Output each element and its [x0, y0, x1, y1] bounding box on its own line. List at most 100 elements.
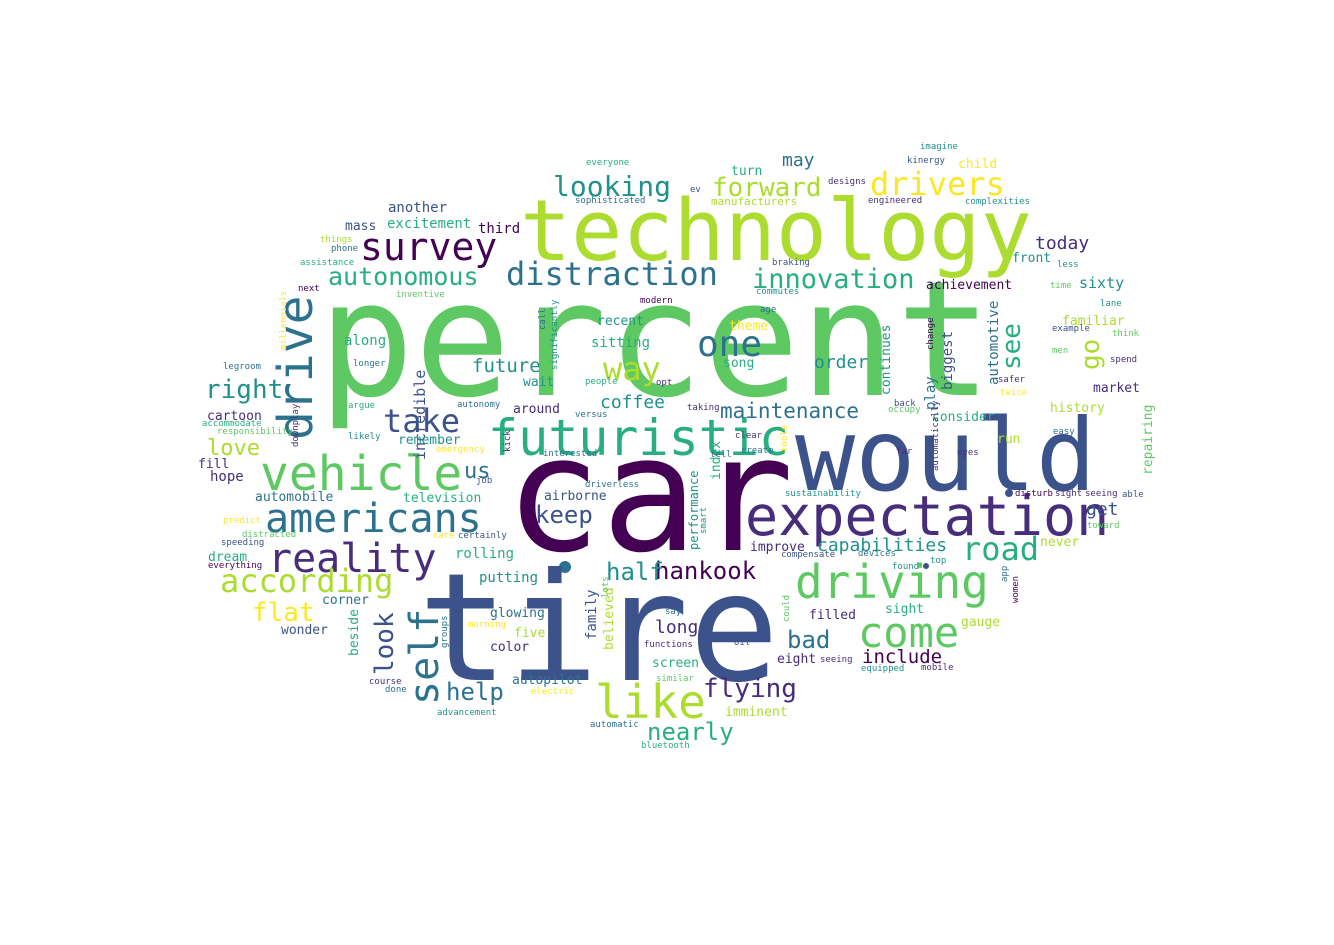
word-go: go: [1076, 339, 1106, 370]
word-inventive: inventive: [396, 290, 445, 300]
word-forward: forward: [712, 173, 822, 203]
word-certainly: certainly: [458, 531, 507, 541]
word-third: third: [478, 221, 520, 237]
word-advancement: advancement: [437, 708, 497, 718]
word-airborne: airborne: [544, 489, 607, 504]
word-performance: performance: [687, 471, 701, 550]
word-women: women: [1011, 576, 1021, 603]
word-easy: easy: [1053, 427, 1075, 437]
cloud-dot: [559, 561, 571, 573]
word-incredible: incredible: [411, 370, 429, 460]
word-love: love: [207, 436, 260, 461]
word-consider: consider: [932, 410, 995, 425]
word-include: include: [862, 646, 942, 668]
word-self: self: [402, 609, 448, 705]
word-one: one: [697, 324, 762, 365]
word-come: come: [858, 608, 959, 657]
word-dream: dream: [208, 550, 247, 565]
word-remember: remember: [398, 433, 461, 448]
word-taking: taking: [687, 403, 720, 413]
word-electric: electric: [531, 687, 574, 697]
word-play: play: [923, 376, 939, 410]
word-maintenance: maintenance: [720, 399, 859, 423]
word-safer: safer: [998, 375, 1026, 385]
word-time: time: [1050, 281, 1072, 291]
word-next: next: [298, 284, 320, 294]
word-achievement: achievement: [926, 278, 1012, 293]
word-significantly: significantly: [550, 299, 560, 370]
word-innovation: innovation: [752, 264, 915, 295]
word-take: take: [383, 402, 460, 440]
word-keep: keep: [535, 501, 593, 529]
word-automatically: automatically: [931, 400, 941, 471]
word-designs: designs: [828, 177, 866, 187]
word-hankook: hankook: [655, 557, 757, 585]
word-putting: putting: [479, 570, 538, 586]
word-people: people: [585, 377, 618, 387]
word-create: create: [741, 446, 774, 456]
word-men: men: [1052, 346, 1068, 356]
word-emergency: emergency: [436, 445, 485, 455]
word-job: job: [476, 476, 492, 486]
word-occupy: occupy: [888, 405, 921, 415]
word-wonder: wonder: [281, 623, 328, 638]
word-engineered: engineered: [868, 196, 922, 206]
word-americans: americans: [265, 496, 482, 542]
word-expectation: expectation: [745, 484, 1109, 548]
word-road: road: [962, 530, 1039, 568]
word-improve: improve: [750, 540, 805, 555]
word-sight: sight: [1055, 489, 1082, 499]
word-screen: screen: [652, 656, 699, 671]
word-flying: flying: [703, 674, 797, 704]
word-flat: flat: [252, 598, 315, 628]
word-likely: likely: [348, 432, 381, 442]
word-around: around: [513, 402, 560, 417]
word-spend: spend: [1110, 355, 1137, 365]
word-repairing: repairing: [1141, 405, 1156, 475]
word-along: along: [344, 333, 386, 349]
word-corner: corner: [322, 593, 369, 608]
word-bad: bad: [787, 626, 830, 654]
word-seeing: seeing: [1085, 489, 1118, 499]
word-get: get: [1086, 499, 1119, 520]
word-another: another: [388, 200, 447, 216]
word-modern: modern: [640, 296, 673, 306]
word-child: child: [958, 157, 997, 172]
word-longer: longer: [353, 359, 386, 369]
word-five: five: [514, 626, 545, 641]
word-according: according: [220, 562, 393, 600]
cloud-dot: [1005, 489, 1013, 497]
word-autopilot: autopilot: [512, 673, 582, 688]
word-percent: percent: [318, 246, 992, 433]
word-done: done: [385, 685, 407, 695]
word-automobile: automobile: [255, 490, 333, 505]
word-family: family: [584, 589, 600, 640]
word-eyes: eyes: [957, 448, 979, 458]
word-sustainability: sustainability: [785, 489, 861, 499]
word-today: today: [1035, 233, 1089, 254]
word-autonomous: autonomous: [328, 262, 479, 291]
word-interested: interested: [543, 449, 597, 459]
word-say: say: [665, 607, 682, 617]
word-disturb: disturb: [1015, 489, 1053, 499]
word-right: right: [205, 375, 283, 405]
word-change: change: [926, 317, 936, 350]
word-assistance: assistance: [300, 258, 354, 268]
word-care: care: [433, 531, 455, 541]
word-found: found: [892, 562, 919, 572]
word-braking: braking: [772, 258, 810, 268]
word-sophisticated: sophisticated: [575, 196, 645, 206]
word-sitting: sitting: [591, 335, 650, 351]
word-filled: filled: [809, 608, 856, 623]
word-phone: phone: [331, 244, 358, 254]
word-equipped: equipped: [861, 664, 904, 674]
word-drivers: drivers: [870, 165, 1005, 203]
word-course: course: [369, 677, 402, 687]
word-run: run: [997, 432, 1020, 447]
word-fill: fill: [198, 457, 229, 472]
word-history: history: [1050, 401, 1105, 416]
word-reality: reality: [268, 536, 437, 582]
word-continues: continues: [879, 325, 894, 395]
word-half: half: [606, 558, 664, 586]
